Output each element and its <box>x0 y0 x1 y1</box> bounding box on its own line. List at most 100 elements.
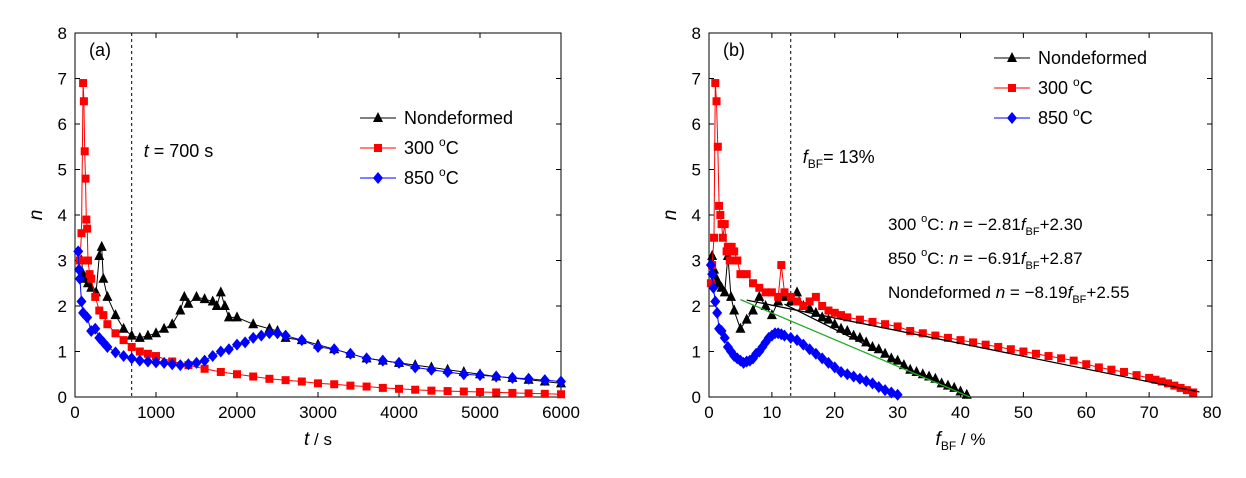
y-tick-label: 6 <box>58 115 67 134</box>
data-point <box>87 274 96 283</box>
y-tick-label: 5 <box>692 161 701 180</box>
x-tick-label: 40 <box>951 403 970 422</box>
data-point <box>1107 365 1116 374</box>
data-point <box>183 358 194 371</box>
data-point <box>211 300 222 310</box>
legend-marker <box>1007 52 1017 62</box>
data-point <box>556 375 566 388</box>
data-point <box>1057 354 1066 363</box>
fit-equation: 850 oC: n = −6.91fBF+2.87 <box>888 247 1083 272</box>
data-point <box>232 338 242 351</box>
y-tick-label: 0 <box>58 388 67 407</box>
x-tick-label: 0 <box>70 403 79 422</box>
data-point <box>167 318 178 329</box>
data-point <box>175 359 186 372</box>
data-point <box>1163 379 1172 388</box>
data-point <box>805 297 814 306</box>
data-point <box>1119 367 1128 376</box>
data-point <box>280 329 291 342</box>
y-tick-label: 4 <box>58 206 67 225</box>
y-tick-label: 1 <box>58 343 67 362</box>
data-point <box>135 347 144 356</box>
x-tick-label: 4000 <box>380 403 418 422</box>
data-point <box>492 388 501 397</box>
data-point <box>94 249 105 260</box>
data-point <box>811 292 820 301</box>
series-0 <box>76 240 566 388</box>
data-point <box>378 383 387 392</box>
data-point <box>73 245 84 258</box>
data-point <box>719 286 730 297</box>
data-point <box>476 387 484 396</box>
x-tick-label: 30 <box>888 403 907 422</box>
data-point <box>981 340 990 349</box>
panel-b-chart: 0 10 20 30 40 50 60 70 80 0 1 2 3 4 5 6 7 8 fBF / % n (b) fBF… <box>660 24 1221 453</box>
data-point <box>748 304 759 315</box>
data-point <box>200 364 209 373</box>
data-point <box>881 320 890 329</box>
data-point <box>1019 347 1028 356</box>
data-point <box>159 356 170 369</box>
y-tick-label: 8 <box>692 24 701 43</box>
data-point <box>713 142 722 151</box>
data-point <box>777 261 786 270</box>
data-point <box>118 350 129 363</box>
data-point <box>735 322 746 333</box>
data-point <box>708 281 719 294</box>
data-point <box>761 288 770 297</box>
data-point <box>411 385 420 394</box>
data-point <box>867 340 878 351</box>
data-point <box>715 201 724 210</box>
data-point <box>524 389 533 398</box>
y-tick-label: 1 <box>692 343 701 362</box>
data-point <box>75 256 84 265</box>
series-1 <box>706 79 1198 397</box>
data-point <box>767 288 776 297</box>
data-point <box>98 272 109 283</box>
data-point <box>264 327 275 340</box>
data-point <box>719 331 730 344</box>
data-point <box>207 350 218 363</box>
data-point <box>718 233 727 242</box>
data-point <box>720 220 729 229</box>
x-tick-label: 0 <box>704 403 713 422</box>
data-point <box>1031 349 1040 358</box>
data-point <box>755 283 764 292</box>
data-point <box>868 317 877 326</box>
data-point <box>81 174 90 183</box>
data-point <box>314 379 322 388</box>
data-point <box>706 279 715 288</box>
data-point <box>272 327 283 340</box>
data-point <box>80 147 89 156</box>
data-point <box>91 292 100 301</box>
data-point <box>898 359 909 370</box>
data-point <box>749 279 758 288</box>
data-point <box>725 256 734 265</box>
data-point <box>956 336 965 345</box>
y-tick-label: 6 <box>692 115 701 134</box>
data-point <box>96 240 107 251</box>
data-point <box>459 387 468 396</box>
data-point <box>823 356 834 369</box>
data-point <box>730 247 739 256</box>
data-point <box>1170 381 1179 390</box>
data-point <box>179 290 190 301</box>
x-tick-label: 2000 <box>218 403 256 422</box>
y-tick-label: 7 <box>58 70 67 89</box>
data-point <box>110 346 121 359</box>
data-point <box>766 309 777 320</box>
data-point <box>741 313 752 324</box>
data-point <box>443 387 452 396</box>
data-point <box>458 368 469 381</box>
data-point <box>329 343 340 356</box>
y-tick-label: 2 <box>58 297 67 316</box>
x-tick-label: 60 <box>1077 403 1096 422</box>
data-point <box>1145 373 1154 382</box>
data-point <box>377 354 388 367</box>
y-axis-label: n <box>26 210 47 221</box>
data-point <box>707 249 718 260</box>
data-point <box>931 331 940 340</box>
data-point <box>142 329 153 340</box>
data-point <box>118 322 129 333</box>
